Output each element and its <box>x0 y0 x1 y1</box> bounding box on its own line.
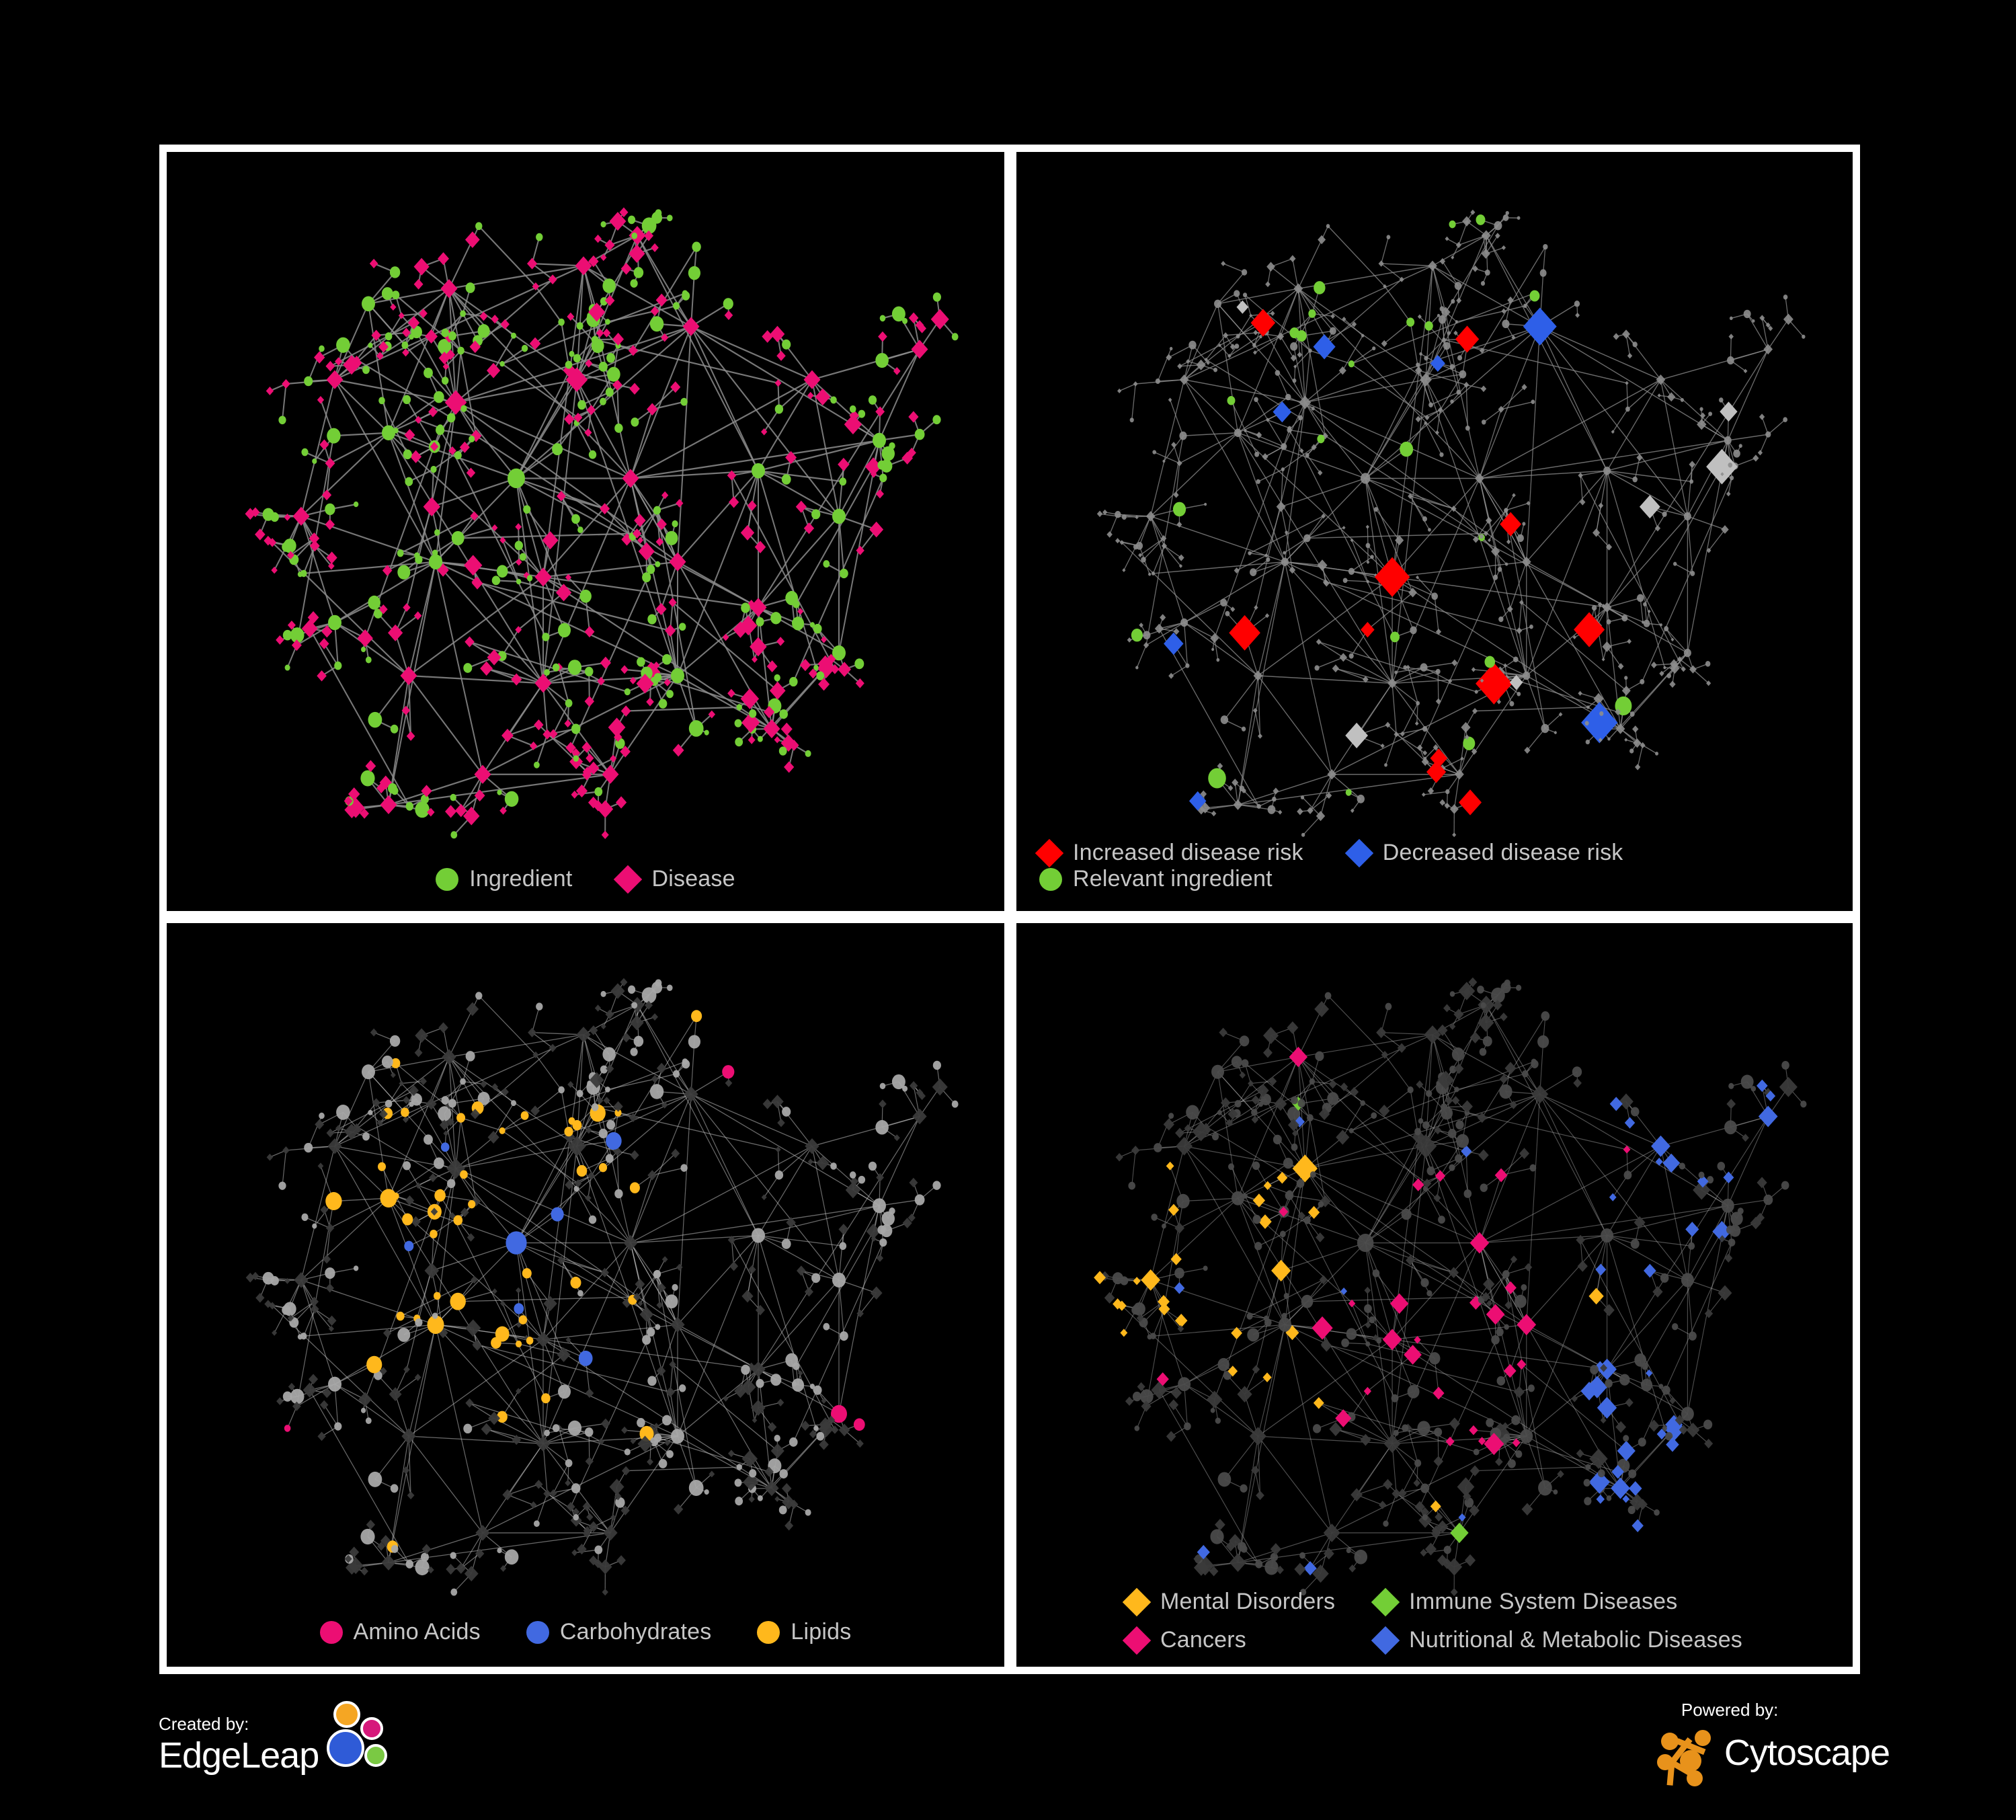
edgeleap-node-blue <box>327 1729 365 1767</box>
network-graph <box>1094 977 1807 1597</box>
legend-marker-diamond-icon <box>614 865 643 894</box>
legend-label: Nutritional & Metabolic Diseases <box>1409 1627 1743 1653</box>
legend-item-carbohydrates: Carbohydrates <box>526 1619 712 1645</box>
cytoscape-node <box>1694 1730 1711 1746</box>
cytoscape-wordmark: Cytoscape <box>1724 1733 1890 1773</box>
legend-label: Lipids <box>791 1619 852 1645</box>
legend-marker-diamond-icon <box>1344 838 1373 867</box>
network-graph <box>245 207 959 839</box>
cytoscape-logo-icon <box>1656 1720 1722 1786</box>
edgeleap-node-orange <box>333 1701 361 1728</box>
edgeleap-wordmark: EdgeLeap <box>159 1735 319 1776</box>
legend-label: Decreased disease risk <box>1382 840 1623 865</box>
branding-created-by: Created by: EdgeLeap <box>159 1700 390 1776</box>
legend-item-decreased-disease-risk: Decreased disease risk <box>1344 838 1623 867</box>
cytoscape-node <box>1686 1770 1703 1786</box>
network-graph <box>245 978 959 1596</box>
cytoscape-node <box>1660 1733 1679 1750</box>
frame-left <box>159 145 167 1674</box>
legend-label: Relevant ingredient <box>1073 866 1273 892</box>
legend-label: Cancers <box>1160 1627 1246 1653</box>
frame-right <box>1853 145 1860 1674</box>
network-canvas-4 <box>1016 923 1853 1667</box>
edgeleap-logo-icon <box>309 1700 390 1774</box>
legend-marker-diamond-icon <box>1122 1587 1152 1616</box>
powered-by-caption: Powered by: <box>1681 1700 1779 1720</box>
legend-marker-diamond-icon <box>1371 1626 1400 1655</box>
frame-divider-horizontal <box>159 911 1860 923</box>
panel-ingredient-disease: Ingredient Disease <box>167 152 1004 911</box>
legend-item-immune-system-diseases: Immune System Diseases <box>1371 1587 1742 1616</box>
frame-divider-vertical <box>1004 145 1016 1674</box>
legend-item-disease: Disease <box>614 865 735 894</box>
edgeleap-node-pink <box>360 1717 384 1740</box>
legend-panel-3: Amino Acids Carbohydrates Lipids <box>167 1619 1004 1645</box>
legend-marker-diamond-icon <box>1035 838 1064 867</box>
legend-label: Immune System Diseases <box>1409 1589 1678 1614</box>
network-canvas-3 <box>167 923 1004 1667</box>
legend-item-relevant-ingredient: Relevant ingredient <box>1039 866 1273 892</box>
legend-item-lipids: Lipids <box>757 1619 851 1645</box>
legend-item-nutritional-metabolic-diseases: Nutritional & Metabolic Diseases <box>1371 1626 1743 1655</box>
legend-item-mental-disorders: Mental Disorders <box>1122 1587 1336 1616</box>
legend-panel-4: Mental Disorders Immune System Diseases Ca… <box>1016 1587 1853 1655</box>
legend-item-cancers: Cancers <box>1122 1626 1335 1655</box>
legend-label: Mental Disorders <box>1160 1589 1336 1614</box>
panel-ingredient-class: Amino Acids Carbohydrates Lipids <box>167 923 1004 1667</box>
legend-label: Disease <box>651 866 735 892</box>
legend-marker-circle-icon <box>319 1620 343 1644</box>
legend-label: Ingredient <box>469 866 573 892</box>
legend-label: Carbohydrates <box>559 1619 712 1645</box>
edgeleap-node-green <box>364 1744 388 1767</box>
legend-label: Increased disease risk <box>1073 840 1303 865</box>
cytoscape-node <box>1679 1750 1701 1772</box>
cytoscape-node <box>1656 1754 1673 1770</box>
network-graph <box>1096 209 1806 838</box>
legend-item-ingredient: Ingredient <box>436 866 572 892</box>
legend-item-increased-disease-risk: Increased disease risk <box>1035 838 1303 867</box>
panel-disease-risk: Increased disease risk Decreased disease … <box>1016 152 1853 911</box>
legend-marker-circle-icon <box>1039 867 1062 891</box>
legend-marker-diamond-icon <box>1122 1626 1152 1655</box>
legend-panel-2: Increased disease risk Decreased disease … <box>1016 838 1853 892</box>
legend-marker-circle-icon <box>526 1620 549 1644</box>
panel-disease-class: Mental Disorders Immune System Diseases Ca… <box>1016 923 1853 1667</box>
legend-label: Amino Acids <box>353 1619 481 1645</box>
legend-marker-circle-icon <box>757 1620 780 1644</box>
network-canvas-2 <box>1016 152 1853 911</box>
legend-marker-diamond-icon <box>1371 1587 1400 1616</box>
created-by-caption: Created by: <box>159 1714 249 1734</box>
branding-powered-by: Powered by: Cytoscape <box>1656 1700 1890 1786</box>
legend-panel-1: Ingredient Disease <box>167 865 1004 894</box>
network-canvas-1 <box>167 152 1004 911</box>
legend-item-amino-acids: Amino Acids <box>319 1619 481 1645</box>
legend-marker-circle-icon <box>436 867 459 891</box>
